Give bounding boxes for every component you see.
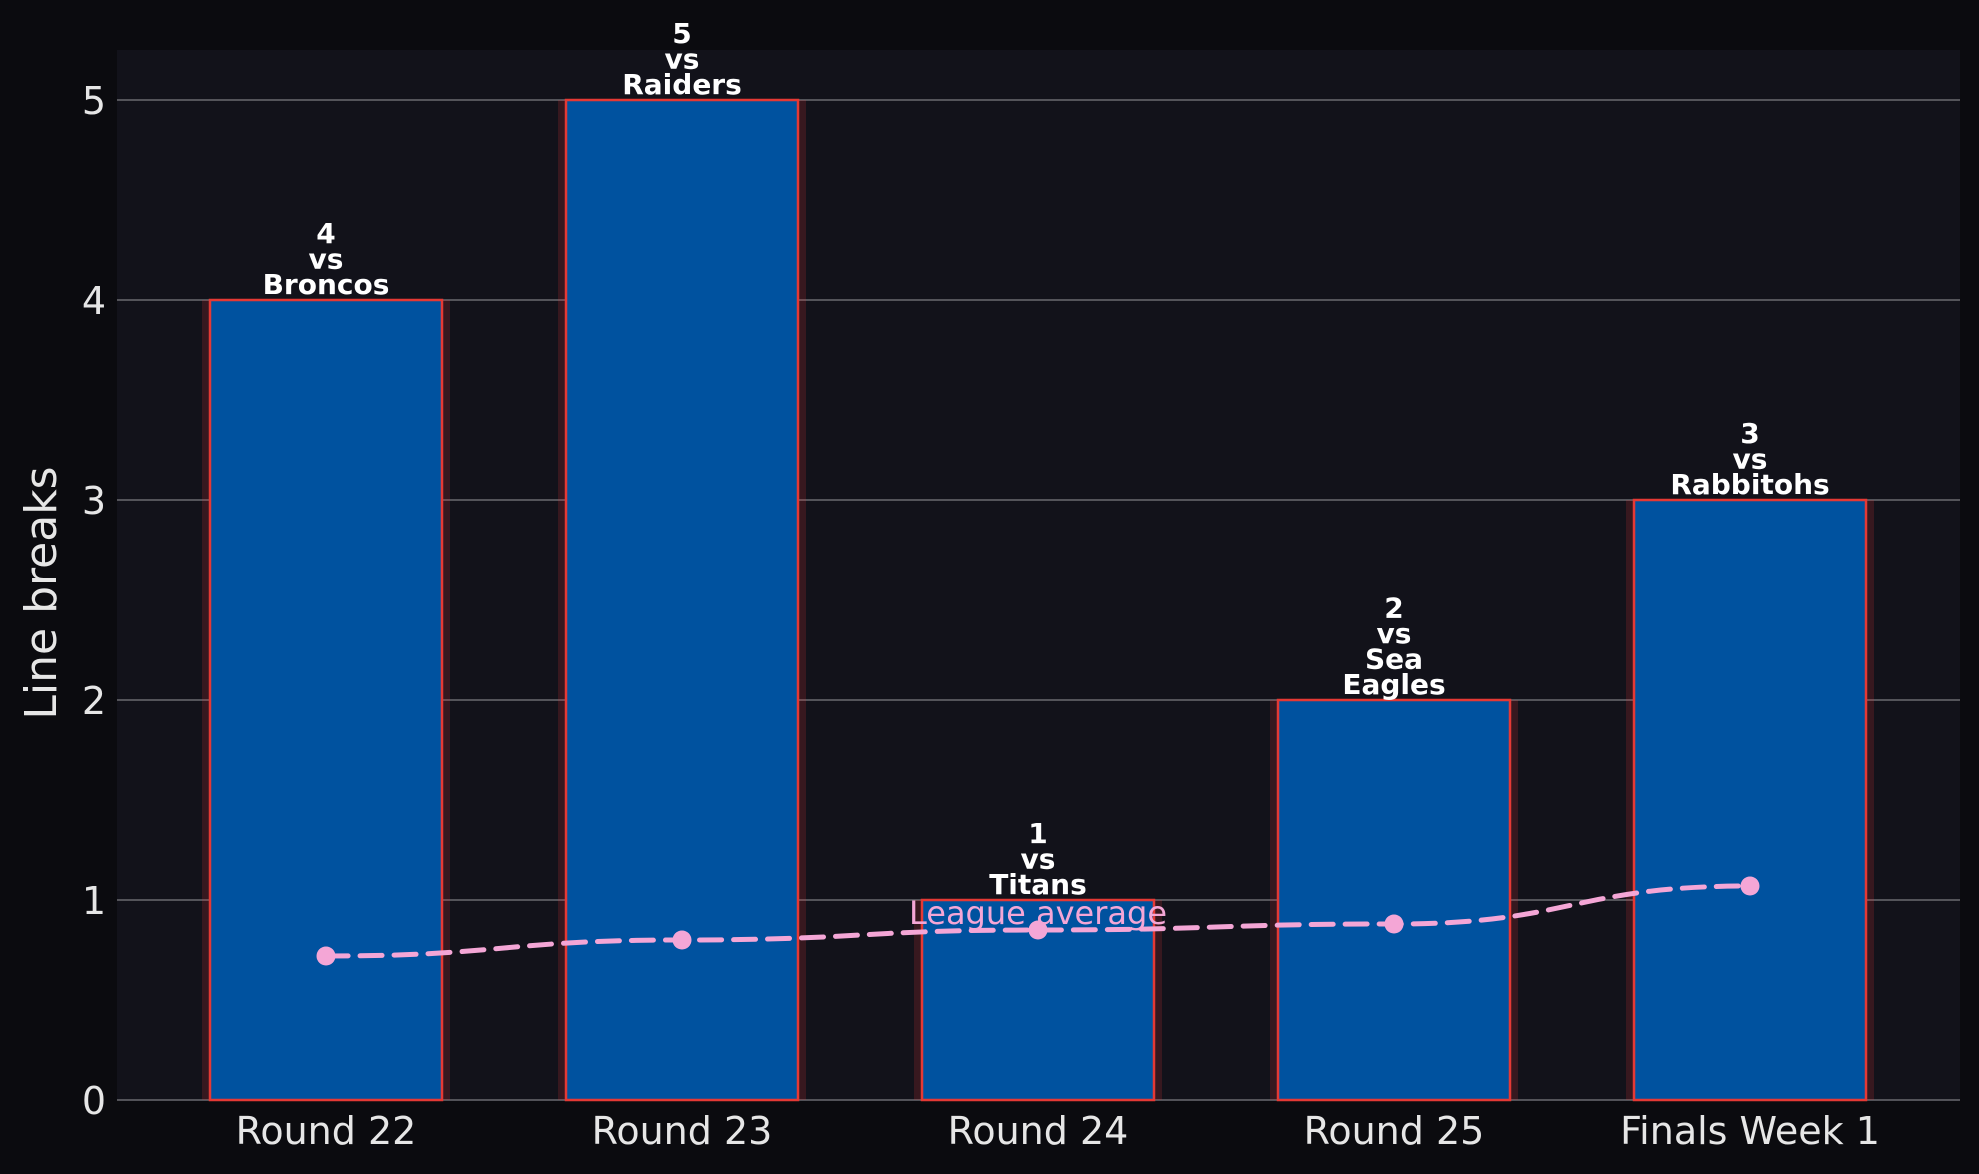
bar-value-label: Sea [1365,643,1423,676]
y-tick-label: 5 [82,79,106,123]
bar [1276,698,1512,1102]
bar [564,98,800,1102]
league-average-label: League average [909,894,1167,932]
bar-value-label: vs [1377,617,1412,650]
y-tick-label: 0 [82,1079,106,1123]
bar-value-label: 2 [1384,592,1403,625]
league-average-point [316,946,336,966]
bar [1632,498,1868,1102]
bar-value-label: 3 [1740,417,1759,450]
y-tick-label: 1 [82,879,106,923]
bar-labels: 4vsBroncos5vsRaiders1vsTitans2vsSeaEagle… [263,17,1830,901]
x-tick-label: Round 22 [236,1109,417,1153]
bar-value-label: vs [1733,443,1768,476]
league-average-series: League average [316,876,1760,966]
bars [202,98,1874,1102]
league-average-point [1740,876,1760,896]
x-tick-label: Round 25 [1304,1109,1485,1153]
bar-value-label: vs [309,243,344,276]
bar-value-label: vs [1021,843,1056,876]
bar-value-label: Raiders [622,68,742,101]
bar-value-label: Broncos [263,268,390,301]
x-tick-label: Round 24 [948,1109,1129,1153]
x-tick-label: Finals Week 1 [1620,1109,1880,1153]
bar-value-label: Rabbitohs [1670,468,1829,501]
y-axis-title: Line breaks [16,466,67,719]
bar-value-label: 1 [1028,817,1047,850]
bar-value-label: Eagles [1342,668,1445,701]
league-average-point [672,930,692,950]
axis-ticks: 0 1 2 3 4 5 Round 22 Round 23 Round 24 Round 25 Fi… [82,79,1880,1153]
bar-value-label: 5 [672,17,691,50]
y-tick-label: 3 [82,479,106,523]
y-tick-label: 2 [82,679,106,723]
y-tick-label: 4 [82,279,106,323]
bar-value-label: 4 [316,217,335,250]
bar-value-label: vs [665,43,700,76]
league-average-point [1384,914,1404,934]
league-average-point [1028,920,1048,940]
bar-value-label: Titans [989,868,1087,901]
x-tick-label: Round 23 [592,1109,773,1153]
bar [208,298,444,1102]
bar [920,898,1156,1102]
